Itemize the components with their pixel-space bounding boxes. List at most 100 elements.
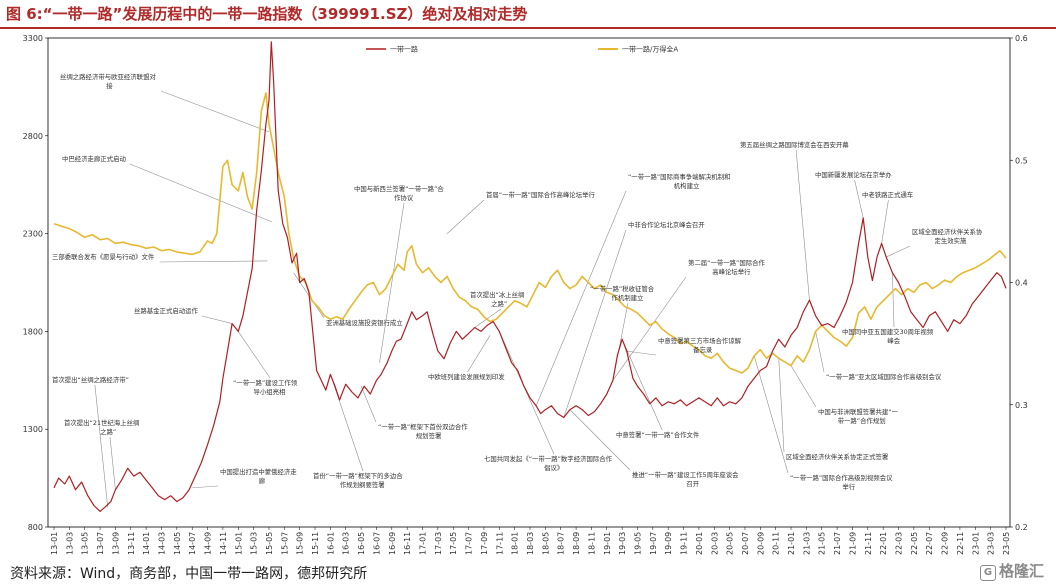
x-tick-label: 13-07 — [96, 532, 105, 555]
annotation-line: 中国与新西兰签署“一带一路”合 — [354, 184, 444, 193]
annotation-label: 中意签署第三方市场合作谅解备忘录 — [658, 336, 742, 354]
annotation-leader — [109, 436, 116, 490]
x-tick-label: 22-09 — [941, 532, 950, 555]
annotation-label: 中国新疆发展论坛在京举办 — [815, 170, 892, 179]
annotation-line: 首次提出“冰上丝绸 — [470, 290, 524, 299]
annotation-line: “一带一路”建设工作领 — [233, 378, 298, 387]
annotation-label: 区域全面经济伙伴关系协定生效实施 — [912, 227, 983, 245]
annotation-line: 区域全面经济伙伴关系协 — [912, 227, 983, 236]
annotation-label: 中老铁路正式通车 — [862, 190, 914, 199]
x-tick-label: 21-09 — [848, 532, 857, 555]
title-bar: 图 6:“一带一路”发展历程中的一带一路指数（399991.SZ）绝对及相对走势 — [0, 0, 1056, 29]
annotation-line: 廊 — [259, 476, 266, 485]
annotation-label: 亚洲基础设施投资银行成立 — [326, 318, 403, 327]
annotation-leader — [815, 331, 825, 373]
x-tick-label: 19-05 — [633, 532, 642, 555]
annotation-label: “一带一路”建设工作领导小组亮相 — [233, 378, 298, 396]
x-tick-label: 23-01 — [971, 532, 980, 555]
annotation-leader — [467, 335, 491, 373]
x-tick-label: 14-07 — [188, 532, 197, 555]
annotation-leader — [625, 350, 657, 356]
annotation-leader — [881, 199, 889, 244]
annotation-line: 举行 — [842, 482, 855, 491]
annotation-line: “一带一路”税收征管合 — [590, 284, 655, 293]
annotation-line: 首份“一带一路”框架下的多边合 — [313, 471, 403, 480]
y-left-tick-label: 2800 — [23, 132, 43, 141]
annotation-line: 中意签署“一带一路”合作文件 — [616, 430, 700, 439]
annotation-line: 中欧班列建设发展规划印发 — [428, 372, 505, 381]
annotation-leader — [778, 358, 785, 453]
x-tick-label: 21-07 — [833, 532, 842, 555]
annotation-line: 作机制建立 — [612, 293, 645, 302]
annotation-label: 首次提出“冰上丝绸之路” — [470, 290, 524, 308]
annotation-line: 高峰论坛举行 — [712, 267, 751, 276]
x-tick-label: 15-09 — [296, 532, 305, 555]
x-tick-label: 22-03 — [895, 532, 904, 555]
annotation-label: 丝绸之路经济带与欧亚经济联盟对接 — [60, 72, 156, 90]
x-tick-label: 18-05 — [541, 532, 550, 555]
x-tick-label: 13-09 — [111, 532, 120, 555]
annotation-line: 中非合作论坛北京峰会召开 — [628, 220, 705, 229]
annotation-line: 倡议》 — [544, 463, 563, 472]
x-tick-label: 13-03 — [65, 532, 74, 555]
x-tick-label: 22-05 — [910, 532, 919, 555]
x-tick-label: 13-01 — [50, 532, 59, 555]
y-axis-right: 0.2 0.3 0.4 0.5 0.6 — [1010, 34, 1028, 532]
annotation-leader — [886, 245, 911, 258]
x-tick-label: 16-01 — [326, 532, 335, 555]
annotation-line: 定生效实施 — [935, 236, 968, 245]
annotation-line: 丝路基金正式启动运作 — [134, 306, 199, 315]
annotation-leader — [160, 90, 270, 133]
x-tick-label: 14-11 — [219, 532, 228, 555]
annotation-leader — [238, 331, 271, 379]
y-left-tick-label: 2300 — [23, 230, 43, 239]
annotation-leader — [94, 384, 109, 508]
x-tick-label: 16-11 — [403, 532, 412, 555]
annotation-leader — [563, 229, 627, 418]
annotation-label: 三部委联合发布《愿景与行动》文件 — [52, 252, 155, 261]
x-tick-label: 20-05 — [726, 532, 735, 555]
annotation-line: 带一路”合作规划 — [838, 416, 886, 425]
x-tick-label: 17-09 — [480, 532, 489, 555]
x-tick-label: 20-01 — [695, 532, 704, 555]
annotation-line: 机构建立 — [674, 181, 700, 190]
x-tick-label: 17-05 — [449, 532, 458, 555]
annotation-line: 首次提出“21世纪海上丝绸 — [64, 418, 139, 427]
annotation-line: 中国新疆发展论坛在京举办 — [815, 170, 892, 179]
annotation-label: 七国共同发起《“一带一路”数字经济国际合作倡议》 — [484, 454, 613, 472]
annotation-line: 第二届“一带一路”国际合作 — [688, 258, 766, 267]
watermark-text: 格隆汇 — [998, 562, 1044, 580]
annotation-line: “一带一路”亚太区域国际合作高级别会议 — [826, 372, 942, 381]
x-tick-label: 16-07 — [372, 532, 381, 555]
y-left-tick-label: 3300 — [23, 34, 43, 43]
x-tick-label: 20-11 — [772, 532, 781, 555]
x-tick-label: 21-05 — [818, 532, 827, 555]
annotation-leader — [129, 163, 273, 223]
annotation-label: 中国提出打造中蒙俄经济走廊 — [220, 467, 297, 485]
annotation-line: “一带一路”国际商事争端解决机制和 — [628, 172, 730, 181]
annotation-line: 作协议 — [394, 193, 414, 202]
y-right-tick-label: 0.3 — [1015, 401, 1028, 410]
x-tick-label: 19-07 — [649, 532, 658, 555]
x-tick-label: 16-03 — [342, 532, 351, 555]
annotation-line: 三部委联合发布《愿景与行动》文件 — [52, 252, 155, 261]
x-tick-label: 20-03 — [710, 532, 719, 555]
x-tick-label: 15-11 — [311, 532, 320, 555]
x-tick-label: 18-01 — [511, 532, 520, 555]
annotation-line: 中巴经济走廊正式启动 — [62, 154, 127, 163]
annotation-leader — [892, 272, 895, 328]
x-tick-label: 19-03 — [618, 532, 627, 555]
annotation-line: 中国提出打造中蒙俄经济走 — [220, 467, 297, 476]
x-tick-label: 17-11 — [495, 532, 504, 555]
annotation-line: “一带一路”框架下首份双边合作 — [378, 422, 468, 431]
x-tick-label: 20-07 — [741, 532, 750, 555]
annotation-line: 之路” — [491, 299, 507, 308]
annotation-leader — [535, 190, 627, 406]
x-tick-label: 22-01 — [879, 532, 888, 555]
x-tick-label: 19-11 — [680, 532, 689, 555]
annotation-leader — [612, 276, 687, 381]
series-line-absolute — [53, 41, 1007, 512]
annotation-line: 第五届丝绸之路国际博览会在西安开幕 — [740, 140, 849, 149]
x-tick-label: 14-01 — [142, 532, 151, 555]
annotation-leader — [753, 355, 789, 474]
